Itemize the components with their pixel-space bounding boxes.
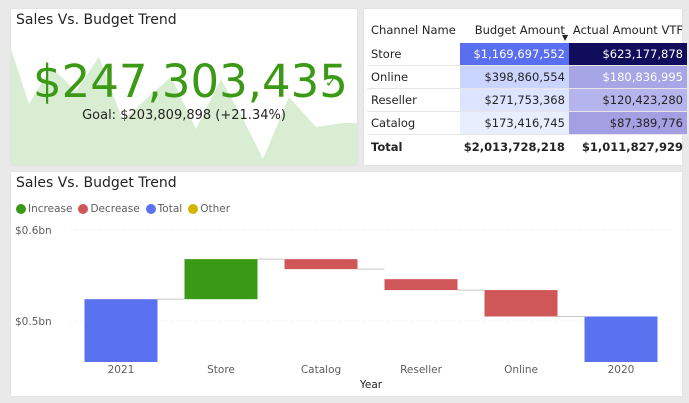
legend-item-decrease[interactable]: Decrease [78, 203, 140, 215]
legend-label: Total [157, 203, 183, 215]
legend-label: Other [200, 203, 231, 215]
table-row[interactable]: Store $1,169,697,552 $623,177,878 [367, 43, 687, 66]
waterfall-bar-online[interactable] [484, 290, 558, 317]
chart-legend: Increase Decrease Total Other [16, 203, 230, 215]
channel-name-cell: Catalog [367, 111, 460, 135]
kpi-goal: Goal: $203,809,898 (+21.34%) [82, 108, 286, 123]
table-row[interactable]: Online $398,860,554 $180,836,995 [367, 65, 687, 89]
actual-amount-cell: $87,389,776 [568, 111, 687, 135]
legend-item-total[interactable]: Total [145, 203, 183, 215]
waterfall-bar-2020[interactable] [584, 316, 658, 362]
channel-name-cell: Reseller [367, 88, 460, 112]
legend-item-other[interactable]: Other [188, 203, 230, 215]
kpi-card[interactable]: Sales Vs. Budget Trend $247,303,435 ✓ Go… [11, 9, 357, 165]
channel-matrix: Channel Name Budget Amount Actual Amount… [367, 17, 687, 159]
waterfall-card[interactable]: $0.5bn $0.6bn 2021 Store Catalog Reseller Onli… [11, 172, 682, 396]
column-header-channel[interactable]: Channel Name [371, 23, 456, 37]
x-tick-label: Catalog [301, 364, 341, 376]
table-row[interactable]: Catalog $173,416,745 $87,389,776 [367, 111, 687, 135]
waterfall-bar-catalog[interactable] [284, 259, 358, 270]
sort-descending-icon[interactable]: ▼ [562, 33, 569, 42]
column-header-actual[interactable]: Actual Amount VTF [572, 23, 683, 37]
budget-amount-cell: $173,416,745 [459, 111, 569, 135]
waterfall-bar-2021[interactable] [84, 299, 158, 362]
legend-label: Decrease [90, 203, 140, 215]
x-tick-label: 2020 [608, 364, 635, 376]
channel-name-cell: Online [367, 65, 460, 89]
legend-dot [145, 204, 156, 214]
x-tick-label: Reseller [400, 364, 443, 376]
legend-dot [16, 204, 26, 214]
chart-title: Sales Vs. Budget Trend [16, 175, 177, 191]
x-tick-label: Online [504, 364, 538, 376]
budget-amount-cell: $398,860,554 [459, 65, 569, 89]
channel-name-cell: Store [367, 43, 460, 66]
waterfall-bar-reseller[interactable] [384, 279, 458, 291]
kpi-title: Sales Vs. Budget Trend [16, 12, 177, 28]
budget-amount-cell: $271,753,368 [459, 88, 569, 112]
legend-label: Increase [28, 203, 73, 215]
kpi-value: $247,303,435 [33, 55, 348, 108]
y-tick-label: $0.6bn [15, 225, 52, 237]
checkmark-icon: ✓ [325, 75, 337, 91]
actual-amount-cell: $120,423,280 [568, 88, 687, 112]
x-axis-title: Year [359, 379, 383, 391]
x-tick-label: 2021 [108, 364, 135, 376]
y-tick-label: $0.5bn [15, 316, 52, 328]
table-total-row: Total $2,013,728,218 $1,011,827,929 [367, 134, 687, 159]
total-budget: $2,013,728,218 [459, 134, 569, 159]
budget-amount-cell: $1,169,697,552 [459, 43, 569, 66]
column-header-budget[interactable]: Budget Amount [474, 23, 565, 37]
total-actual: $1,011,827,929 [568, 134, 687, 159]
legend-dot [78, 204, 89, 214]
matrix-card[interactable]: Channel Name Budget Amount Actual Amount… [364, 9, 687, 165]
total-label: Total [367, 134, 460, 159]
waterfall-bar-store[interactable] [184, 259, 258, 300]
x-tick-label: Store [207, 364, 235, 376]
legend-dot [188, 204, 199, 214]
actual-amount-cell: $180,836,995 [568, 65, 687, 89]
actual-amount-cell: $623,177,878 [568, 43, 687, 66]
kpi-sparkline [11, 49, 357, 165]
table-row[interactable]: Reseller $271,753,368 $120,423,280 [367, 88, 687, 112]
legend-item-increase[interactable]: Increase [16, 203, 72, 215]
waterfall-chart: $0.5bn $0.6bn 2021 Store Catalog Reseller Onli… [15, 225, 671, 391]
